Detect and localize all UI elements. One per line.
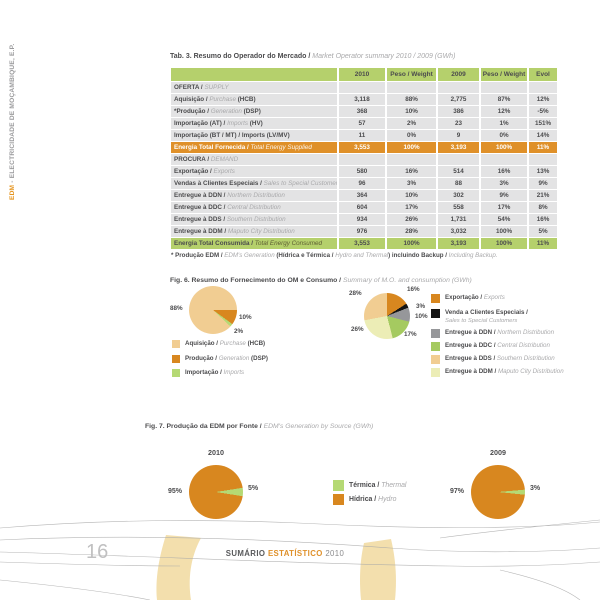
sidebar-brand: EDM - ELECTRICIDADE DE MOÇAMBIQUE, E.P. bbox=[9, 35, 20, 200]
table-row: Vendas à Clientes Especiais / Sales to S… bbox=[171, 178, 558, 189]
legend-item-hidrica: Hídrica / Hydro bbox=[333, 494, 397, 505]
fig7-year-2010: 2010 bbox=[208, 448, 224, 457]
fig7-2009-pie-chart bbox=[471, 465, 525, 519]
table-row: Importação (BT / MT) / Imports (LV/MV) 1… bbox=[171, 130, 558, 141]
fig6-demand-label-28: 28% bbox=[349, 290, 362, 297]
table-row-total-consumed: Energia Total Consumida / Total Energy C… bbox=[171, 238, 558, 249]
fig7-2010-label-95: 95% bbox=[168, 488, 183, 495]
table-footnote: * Produção EDM / EDM's Generation (Hídri… bbox=[171, 252, 498, 259]
table-row-total-supplied: Energia Total Fornecida / Total Energy S… bbox=[171, 142, 558, 153]
legend-item-termica: Térmica / Thermal bbox=[333, 480, 406, 491]
legend-item-venda-clientes: Venda a Clientes Especiais / Sales to Spe… bbox=[431, 309, 528, 325]
col-weight-2010: Peso / Weight bbox=[387, 68, 436, 81]
producao-color-chip bbox=[172, 355, 180, 363]
termica-color-chip bbox=[333, 480, 344, 491]
footer-title: SUMÁRIO ESTATÍSTICO 2010 bbox=[225, 549, 345, 558]
legend-item-dds: Entregue à DDS / Southern Distribution bbox=[431, 355, 555, 364]
exportacao-color-chip bbox=[431, 294, 440, 303]
fig7-2010-pie-chart bbox=[189, 465, 243, 519]
col-2010: 2010 bbox=[339, 68, 385, 81]
fig6-supply-label-88: 88% bbox=[170, 305, 183, 312]
ddn-color-chip bbox=[431, 329, 440, 338]
hidrica-color-chip bbox=[333, 494, 344, 505]
table-title-pt: Tab. 3. Resumo do Operador do Mercado / bbox=[170, 53, 313, 60]
legend-item-aquisicao: Aquisição / Purchase (HCB) bbox=[172, 340, 265, 348]
dds-color-chip bbox=[431, 355, 440, 364]
page-number: 16 bbox=[86, 541, 109, 563]
table-row: Entregue à DDN / Northern Distribution 3… bbox=[171, 190, 558, 201]
fig7-caption: Fig. 7. Produção da EDM por Fonte / EDM'… bbox=[145, 423, 374, 430]
fig6-supply-label-10: 10% bbox=[239, 314, 252, 321]
legend-item-ddc: Entregue à DDC / Central Distribution bbox=[431, 342, 550, 351]
venda-color-chip bbox=[431, 309, 440, 318]
fig7-2009-label-97: 97% bbox=[450, 488, 465, 495]
legend-item-producao: Produção / Generation (DSP) bbox=[172, 355, 268, 363]
legend-item-importacao: Importação / Imports bbox=[172, 369, 244, 377]
ring-left-band bbox=[156, 535, 201, 600]
ddm-color-chip bbox=[431, 368, 440, 377]
table-row: Entregue à DDC / Central Distribution 60… bbox=[171, 202, 558, 213]
legend-item-exportacao: Exportação / Exports bbox=[431, 294, 505, 303]
fig7-2009-label-3: 3% bbox=[530, 485, 541, 492]
fig6-caption: Fig. 6. Resumo do Fornecimento do OM e C… bbox=[170, 277, 472, 284]
legend-item-ddn: Entregue à DDN / Northern Distribution bbox=[431, 329, 554, 338]
col-evol: Evol bbox=[529, 68, 557, 81]
fig6-demand-label-26: 26% bbox=[351, 326, 364, 333]
footer-decoration bbox=[0, 519, 600, 600]
ring-right-band bbox=[360, 539, 396, 600]
table-header-row: 2010 Peso / Weight 2009 Peso / Weight Ev… bbox=[171, 68, 558, 81]
table-row-section-demand: PROCURA / DEMAND bbox=[171, 154, 558, 165]
table-row: Importação (AT) / Imports (HV) 57 2% 23 1% 1… bbox=[171, 118, 558, 129]
market-operator-table: 2010 Peso / Weight 2009 Peso / Weight Ev… bbox=[171, 68, 558, 249]
table-row: Aquisição / Purchase (HCB) 3,118 88% 2,775… bbox=[171, 94, 558, 105]
table-row: *Produção / Generation (DSP) 368 10% 386 12… bbox=[171, 106, 558, 117]
table-title-en: Market Operator summary 2010 / 2009 (GWh… bbox=[312, 53, 456, 60]
fig6-supply-pie-chart bbox=[189, 286, 237, 334]
fig7-year-2009: 2009 bbox=[490, 448, 506, 457]
brand-rest: - ELECTRICIDADE DE MOÇAMBIQUE, E.P. bbox=[9, 43, 16, 185]
table-row: Entregue à DDM / Maputo City Distributio… bbox=[171, 226, 558, 237]
col-2009: 2009 bbox=[438, 68, 479, 81]
fig6-demand-pie-chart bbox=[364, 293, 410, 339]
aquisicao-color-chip bbox=[172, 340, 180, 348]
col-weight-2009: Peso / Weight bbox=[481, 68, 527, 81]
fig7-2010-label-5: 5% bbox=[248, 485, 259, 492]
brand-edm: EDM bbox=[9, 184, 16, 200]
fig6-supply-label-2: 2% bbox=[234, 328, 244, 335]
table-row-section-supply: OFERTA / SUPPLY bbox=[171, 82, 558, 93]
legend-item-ddm: Entregue à DDM / Maputo City Distributio… bbox=[431, 368, 564, 377]
fig6-demand-label-3: 3% bbox=[416, 303, 426, 310]
table-row: Exportação / Exports 580 16% 514 16% 13% bbox=[171, 166, 558, 177]
ddc-color-chip bbox=[431, 342, 440, 351]
table-row: Entregue à DDS / Southern Distribution 9… bbox=[171, 214, 558, 225]
importacao-color-chip bbox=[172, 369, 180, 377]
table-title: Tab. 3. Resumo do Operador do Mercado / … bbox=[170, 53, 455, 60]
fig6-demand-label-16: 16% bbox=[407, 286, 420, 293]
fig6-demand-label-17: 17% bbox=[404, 331, 417, 338]
fig6-demand-label-10: 10% bbox=[415, 313, 428, 320]
